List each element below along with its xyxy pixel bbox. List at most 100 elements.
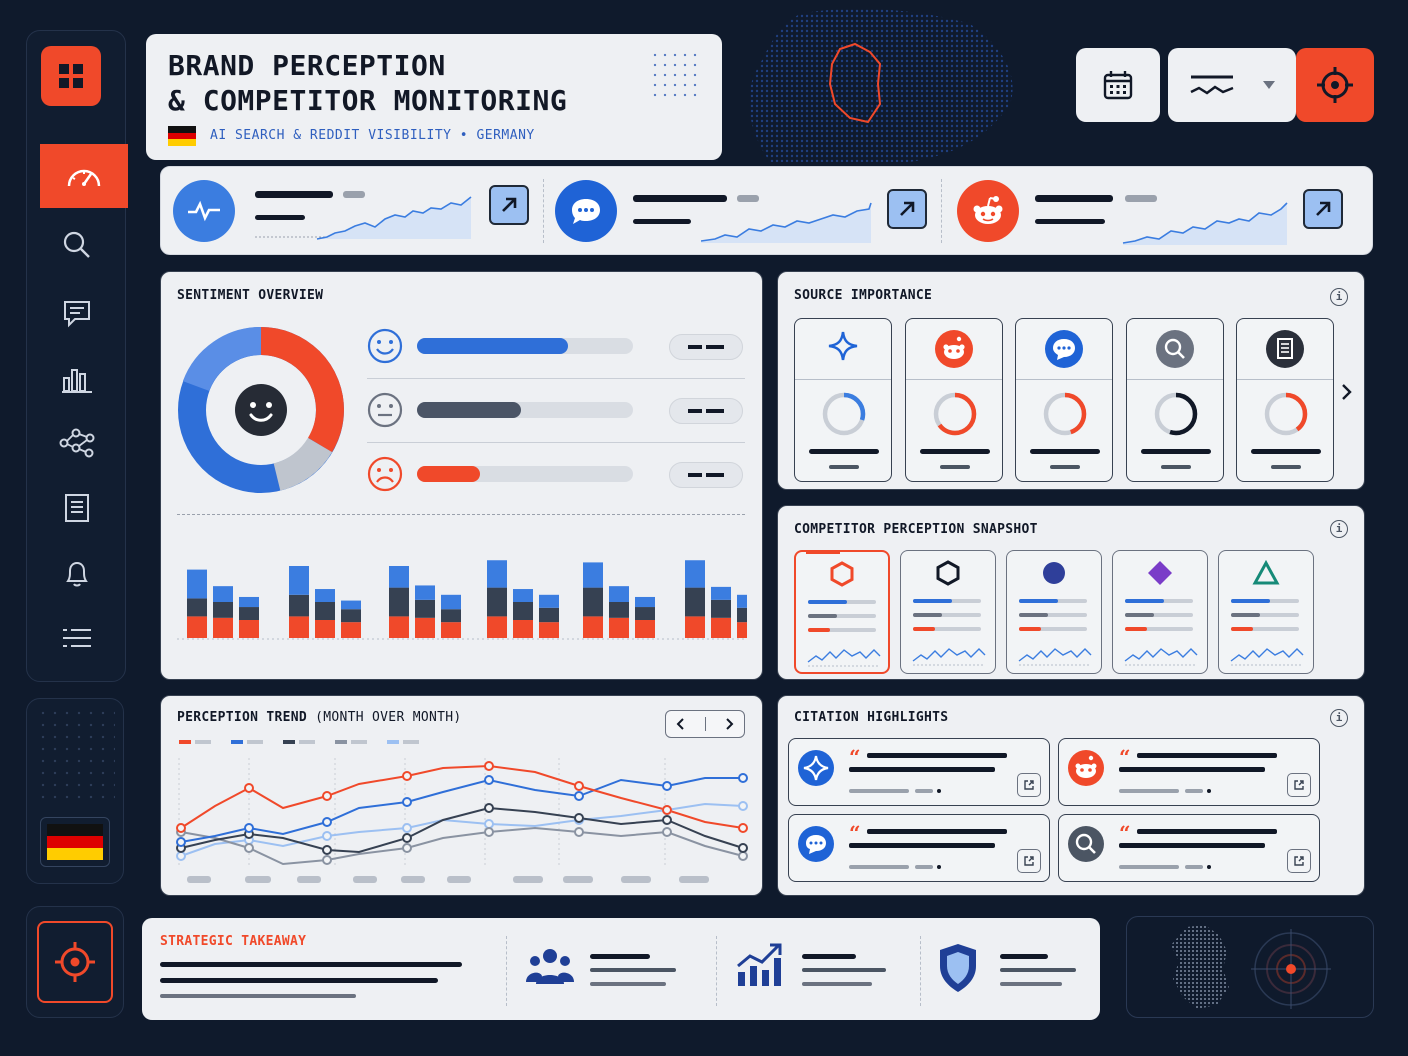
stacked-bar-segment bbox=[685, 560, 705, 588]
importance-ring bbox=[1151, 389, 1201, 443]
text-placeholder bbox=[1251, 449, 1321, 454]
kpi-row bbox=[160, 166, 1373, 255]
stacked-bar-segment bbox=[737, 622, 747, 638]
source-card[interactable] bbox=[1236, 318, 1334, 482]
stacked-bar-segment bbox=[609, 617, 629, 638]
trend-point bbox=[402, 771, 412, 781]
citation-card[interactable]: “ bbox=[788, 738, 1050, 806]
kpi-open-button[interactable] bbox=[887, 189, 927, 229]
filter-dropdown[interactable] bbox=[1168, 48, 1296, 122]
mini-map-panel[interactable] bbox=[1126, 916, 1374, 1018]
sidebar-item-reports[interactable] bbox=[27, 484, 127, 532]
sidebar-item-messages[interactable] bbox=[27, 289, 127, 337]
competitor-card[interactable] bbox=[1112, 550, 1208, 674]
trend-point bbox=[322, 831, 332, 841]
target-button[interactable] bbox=[1296, 48, 1374, 122]
stacked-bar-segment bbox=[711, 599, 731, 618]
source-card[interactable] bbox=[1125, 318, 1224, 482]
info-icon[interactable]: i bbox=[1330, 520, 1348, 538]
competitor-card[interactable] bbox=[900, 550, 996, 674]
stacked-bar-segment bbox=[711, 586, 731, 600]
smile-icon bbox=[367, 328, 403, 364]
germany-flag-icon bbox=[47, 824, 103, 860]
trend-point bbox=[662, 781, 672, 791]
citation-card[interactable]: “ bbox=[1058, 738, 1320, 806]
sidebar-item-alerts[interactable] bbox=[27, 550, 127, 598]
external-link-icon[interactable] bbox=[1017, 849, 1041, 873]
dashboard-grid-icon[interactable] bbox=[41, 46, 101, 106]
focus-button[interactable] bbox=[26, 906, 124, 1018]
stacked-bar-segment bbox=[341, 609, 361, 623]
stacked-bar-segment bbox=[289, 566, 309, 595]
network-icon bbox=[59, 428, 95, 458]
stacked-bar-segment bbox=[315, 602, 335, 620]
competitor-logo-icon bbox=[1007, 559, 1101, 587]
competitor-card[interactable] bbox=[1218, 550, 1314, 674]
source-card[interactable] bbox=[794, 318, 892, 482]
stacked-bar-segment bbox=[487, 560, 507, 588]
trend-point bbox=[322, 845, 332, 855]
next-chevron-icon[interactable] bbox=[1340, 382, 1354, 406]
competitor-card[interactable] bbox=[1006, 550, 1102, 674]
trend-line bbox=[180, 764, 744, 829]
legend-swatch bbox=[231, 740, 243, 744]
chat-bubble-icon bbox=[555, 180, 617, 242]
stacked-bar-segment bbox=[583, 562, 603, 588]
external-link-icon[interactable] bbox=[1287, 849, 1311, 873]
smile-icon bbox=[235, 384, 287, 436]
positive-value-pill bbox=[669, 334, 743, 360]
growth-chart-icon bbox=[737, 943, 782, 986]
stacked-bar-segment bbox=[609, 586, 629, 602]
importance-ring bbox=[819, 389, 869, 443]
trend-point bbox=[484, 819, 494, 829]
trend-point bbox=[484, 803, 494, 813]
competitor-card[interactable] bbox=[794, 550, 890, 674]
stacked-bar-segment bbox=[341, 600, 361, 610]
date-picker-button[interactable] bbox=[1076, 48, 1160, 122]
x-tick-placeholder bbox=[401, 876, 425, 883]
search-icon bbox=[63, 231, 90, 258]
x-tick-placeholder bbox=[447, 876, 471, 883]
external-link-icon[interactable] bbox=[1017, 773, 1041, 797]
list-icon bbox=[63, 629, 91, 647]
kpi-open-button[interactable] bbox=[489, 185, 529, 225]
filter-icon bbox=[1190, 75, 1234, 95]
stacked-bar-segment bbox=[187, 569, 207, 599]
x-tick-placeholder bbox=[353, 876, 377, 883]
legend-swatch bbox=[335, 740, 347, 744]
citation-card[interactable]: “ bbox=[788, 814, 1050, 882]
chat-bubble-icon bbox=[1016, 329, 1112, 369]
stacked-bar-segment bbox=[539, 594, 559, 608]
legend-swatch bbox=[179, 740, 191, 744]
chevron-down-icon bbox=[1263, 81, 1275, 89]
info-icon[interactable]: i bbox=[1330, 709, 1348, 727]
kpi-open-button[interactable] bbox=[1303, 189, 1343, 229]
citation-card[interactable]: “ bbox=[1058, 814, 1320, 882]
stacked-bar-segment bbox=[213, 586, 233, 602]
external-link-icon[interactable] bbox=[1287, 773, 1311, 797]
region-selector[interactable] bbox=[40, 817, 110, 867]
trend-point bbox=[738, 823, 748, 833]
strategic-takeaway-card: STRATEGIC TAKEAWAY bbox=[142, 918, 1100, 1020]
card-title: SOURCE IMPORTANCE bbox=[794, 288, 933, 303]
sidebar-item-analytics[interactable] bbox=[27, 355, 127, 403]
neutral-value-pill bbox=[669, 398, 743, 424]
x-tick-placeholder bbox=[297, 876, 321, 883]
card-title: CITATION HIGHLIGHTS bbox=[794, 710, 949, 725]
trend-point bbox=[738, 773, 748, 783]
source-card[interactable] bbox=[904, 318, 1003, 482]
chevron-right-icon[interactable] bbox=[724, 718, 734, 730]
text-placeholder bbox=[160, 994, 356, 998]
sidebar-item-settings[interactable] bbox=[27, 614, 127, 662]
chevron-left-icon[interactable] bbox=[676, 718, 686, 730]
source-card[interactable] bbox=[1015, 318, 1113, 482]
stacked-bar-segment bbox=[239, 596, 259, 608]
trend-point bbox=[574, 781, 584, 791]
shield-icon bbox=[940, 944, 976, 992]
trend-point bbox=[322, 817, 332, 827]
sidebar-item-dashboard[interactable] bbox=[40, 144, 128, 208]
sidebar-item-network[interactable] bbox=[27, 419, 127, 467]
sidebar-item-search[interactable] bbox=[27, 221, 127, 269]
quote-icon: “ bbox=[849, 745, 861, 769]
info-icon[interactable]: i bbox=[1330, 288, 1348, 306]
